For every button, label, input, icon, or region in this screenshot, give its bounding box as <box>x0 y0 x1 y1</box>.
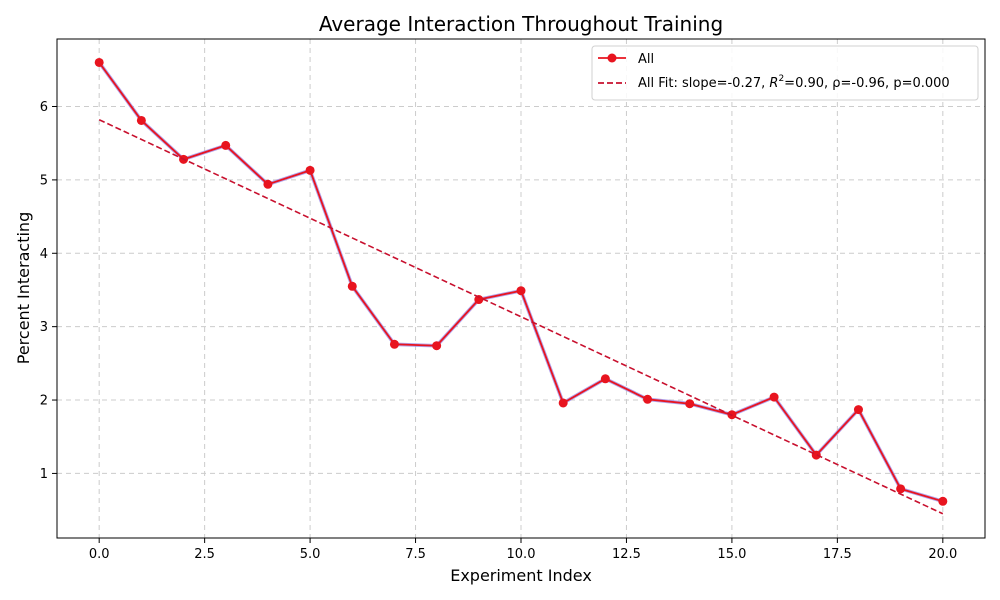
x-tick-label: 15.0 <box>717 547 746 562</box>
legend-box <box>591 45 979 101</box>
chart-title: Average Interaction Throughout Training <box>319 12 723 36</box>
x-tick-label: 20.0 <box>928 547 957 562</box>
y-tick-label: 5 <box>40 173 48 188</box>
data-point <box>558 398 568 408</box>
legend-fit-r-sup: 2 <box>778 74 784 84</box>
legend-label-fit: All Fit: slope=-0.27, R2=0.90, ρ=-0.96, … <box>638 74 950 91</box>
data-point <box>685 399 695 409</box>
data-point <box>263 179 273 189</box>
legend-fit-suffix: =0.90, ρ=-0.96, p=0.000 <box>784 76 950 91</box>
data-point <box>432 341 442 351</box>
x-tick-label: 2.5 <box>194 547 215 562</box>
legend-marker-all <box>607 53 617 63</box>
x-tick-label: 17.5 <box>823 547 852 562</box>
x-tick-label: 7.5 <box>405 547 426 562</box>
data-point <box>221 140 231 150</box>
x-axis-label: Experiment Index <box>450 566 592 585</box>
data-point <box>474 295 484 305</box>
legend-label-all: All <box>638 52 654 67</box>
data-point <box>811 450 821 460</box>
data-point <box>389 339 399 349</box>
data-point <box>347 281 357 291</box>
fit-line <box>98 118 944 515</box>
tick-layer: 0.0 2.5 5.0 7.5 10.0 12.5 15.0 17.5 20.0 1 2 3 4 5 6 <box>40 100 958 562</box>
y-tick-label: 3 <box>40 320 48 335</box>
data-point <box>136 115 146 125</box>
legend-fit-r: R <box>769 76 778 91</box>
data-point <box>643 394 653 404</box>
data-point <box>600 374 610 384</box>
y-tick-label: 2 <box>40 394 48 409</box>
data-point <box>896 484 906 494</box>
y-axis-label: Percent Interacting <box>14 212 33 364</box>
x-tick-label: 12.5 <box>612 547 641 562</box>
x-tick-label: 5.0 <box>300 547 321 562</box>
data-point <box>769 392 779 402</box>
y-tick-label: 1 <box>40 467 48 482</box>
data-point <box>853 405 863 415</box>
x-tick-label: 10.0 <box>507 547 536 562</box>
series-layer <box>94 57 948 515</box>
data-point <box>94 57 104 67</box>
x-tick-label: 0.0 <box>89 547 110 562</box>
grid-layer <box>57 39 985 538</box>
data-point <box>305 165 315 175</box>
data-point <box>938 496 948 506</box>
y-tick-label: 4 <box>40 247 48 262</box>
data-point <box>516 286 526 296</box>
legend: All All Fit: slope=-0.27, R2=0.90, ρ=-0.… <box>591 45 979 101</box>
y-tick-label: 6 <box>40 100 48 115</box>
legend-fit-prefix: All Fit: slope=-0.27, <box>638 76 769 91</box>
